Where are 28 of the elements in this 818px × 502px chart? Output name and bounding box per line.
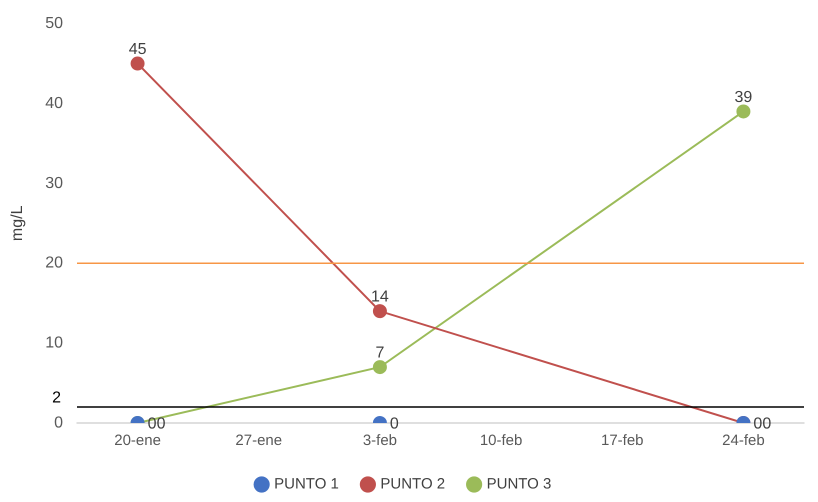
point [130, 56, 145, 71]
y-tick-label: 40 [45, 94, 64, 112]
data-label: 0 [762, 415, 772, 432]
x-tick-label: 3-feb [362, 432, 398, 450]
point [736, 104, 750, 118]
y-axis-title: mg/L [9, 205, 26, 242]
x-tick-label: 24-feb [722, 432, 765, 450]
y-tick-label: 0 [54, 414, 64, 432]
y-tick-label: 10 [45, 334, 64, 352]
data-label: 14 [371, 288, 389, 306]
y-tick-label: 50 [45, 15, 64, 32]
x-tick-label: 10-feb [480, 432, 522, 450]
legend-label: PUNTO 1 [274, 476, 339, 493]
data-label: 7 [375, 344, 384, 362]
y-tick-label: 20 [45, 254, 64, 272]
y-tick-label: 30 [45, 174, 64, 192]
data-label: 0 [156, 415, 166, 432]
ref-line-label: 2 [52, 389, 62, 406]
x-tick-label: 20-ene [114, 432, 161, 450]
legend-label: PUNTO 2 [380, 476, 446, 493]
x-tick-label: 17-feb [600, 432, 644, 450]
data-label: 45 [128, 40, 147, 58]
data-label: 0 [390, 415, 399, 432]
legend-label: PUNTO 3 [486, 476, 552, 493]
x-tick-label: 27-ene [235, 432, 282, 450]
data-label: 39 [734, 88, 752, 106]
data-label: 0 [753, 415, 762, 432]
data-label: 0 [148, 415, 157, 432]
